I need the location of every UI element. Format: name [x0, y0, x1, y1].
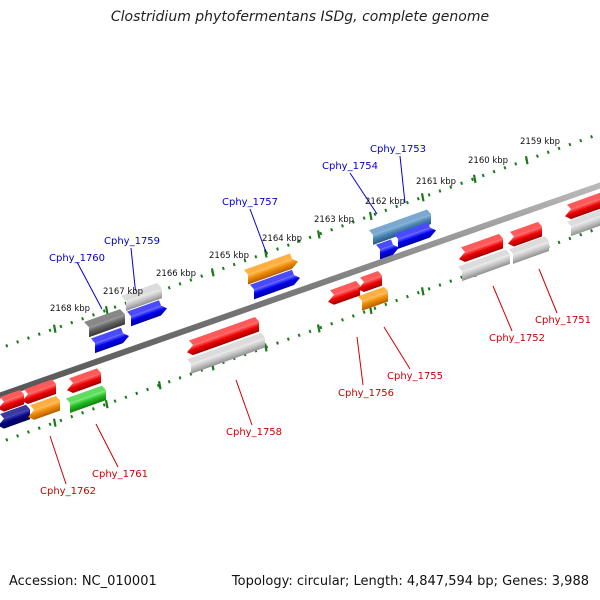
gene-label-cphy-1754: Cphy_1754 — [322, 161, 378, 172]
leader-line — [49, 435, 67, 485]
gene-cphy-1762-arrow — [22, 379, 56, 405]
gene-cphy-1752-arrow — [459, 233, 503, 262]
scale-label: 2159 kbp — [520, 137, 560, 147]
gene-label-cphy-1757: Cphy_1757 — [222, 197, 278, 208]
gene-cphy-1758-arrow — [187, 316, 259, 356]
scale-label: 2160 kbp — [468, 156, 508, 166]
scale-tick — [52, 324, 57, 333]
scale-tick — [263, 343, 268, 352]
gene-label-cphy-1759: Cphy_1759 — [104, 236, 160, 247]
scale-tick — [210, 268, 215, 277]
scale-tick — [52, 418, 57, 427]
gene-cphy-1758-arrow — [187, 332, 265, 374]
leader-line — [349, 172, 378, 215]
gene-cphy-1750-arrow — [567, 209, 600, 237]
gene-cphy-1750-arrow — [565, 192, 600, 220]
gene-label-cphy-1753: Cphy_1753 — [370, 144, 426, 155]
scale-label: 2168 kbp — [50, 304, 90, 314]
gene-cphy-1753-arrow — [369, 209, 431, 245]
leader-line — [249, 208, 267, 253]
gene-cphy-1761-arrow — [67, 368, 101, 393]
gene-cphy-1757-arrow — [244, 253, 298, 285]
scale-label: 2162 kbp — [365, 197, 405, 207]
gene-cphy-1752-arrow — [458, 249, 510, 282]
gene-label-cphy-1752: Cphy_1752 — [489, 333, 545, 344]
gene-label-cphy-1762: Cphy_1762 — [40, 486, 96, 497]
gene-label-cphy-1760: Cphy_1760 — [49, 253, 105, 264]
gene-cphy-1762-arrow — [0, 389, 24, 412]
gene-cphy-1753-arrow — [394, 222, 436, 249]
gene-label-cphy-1761: Cphy_1761 — [92, 469, 148, 480]
leader-line — [356, 336, 364, 386]
upper-scale-ruler — [0, 132, 600, 350]
gene-label-cphy-1758: Cphy_1758 — [226, 427, 282, 438]
scale-label: 2167 kbp — [103, 287, 143, 297]
map-title: Clostridium phytofermentans ISDg, comple… — [110, 9, 490, 25]
scale-tick — [316, 324, 321, 333]
accession-text: Accession: NC_010001 — [9, 574, 157, 589]
scale-tick — [104, 399, 109, 409]
gene-label-cphy-1756: Cphy_1756 — [338, 388, 394, 399]
leader-line — [95, 423, 119, 468]
scale-tick — [420, 193, 425, 202]
scale-tick — [524, 156, 529, 165]
leader-line — [383, 326, 411, 370]
gene-cphy-1754-arrow — [376, 239, 399, 260]
scale-tick — [316, 230, 321, 239]
scale-tick — [472, 174, 477, 183]
gene-cphy-1759-arrow — [127, 300, 167, 327]
genome-backbone — [0, 182, 600, 399]
gene-cphy-1755-arrow — [358, 286, 388, 311]
gene-cphy-1762-arrow — [28, 396, 60, 420]
gene-cphy-1751-arrow — [508, 221, 542, 247]
gene-label-cphy-1751: Cphy_1751 — [535, 315, 591, 326]
gene-cphy-1761-arrow — [66, 385, 106, 414]
leader-line — [399, 155, 406, 204]
scale-tick — [368, 211, 373, 221]
topology-summary: Topology: circular; Length: 4,847,594 bp… — [231, 574, 589, 589]
scale-label: 2166 kbp — [156, 269, 196, 279]
gene-cphy-1759-arrow — [121, 282, 162, 312]
gene-cphy-1756-arrow — [328, 280, 360, 305]
gene-cphy-1751-arrow — [509, 236, 549, 264]
leader-line — [492, 285, 513, 332]
scale-label: 2163 kbp — [314, 215, 354, 225]
scale-label: 2165 kbp — [209, 251, 249, 261]
gene-cphy-1762-arrow — [0, 404, 30, 429]
scale-label: 2164 kbp — [262, 234, 302, 244]
gene-cphy-1760-arrow — [91, 327, 129, 354]
scale-tick — [420, 287, 425, 296]
scale-label: 2161 kbp — [416, 177, 456, 187]
leader-line — [130, 247, 137, 297]
gene-label-cphy-1755: Cphy_1755 — [387, 371, 443, 382]
scale-tick — [157, 381, 162, 390]
gene-cphy-1755-arrow — [358, 271, 382, 293]
scale-tick — [104, 305, 109, 315]
leader-line — [538, 268, 558, 314]
lower-scale-ruler — [0, 226, 600, 444]
gene-cphy-1760-arrow — [84, 309, 125, 338]
leader-line — [76, 261, 103, 310]
leader-line — [235, 379, 253, 426]
gene-cphy-1757-arrow — [250, 269, 300, 300]
